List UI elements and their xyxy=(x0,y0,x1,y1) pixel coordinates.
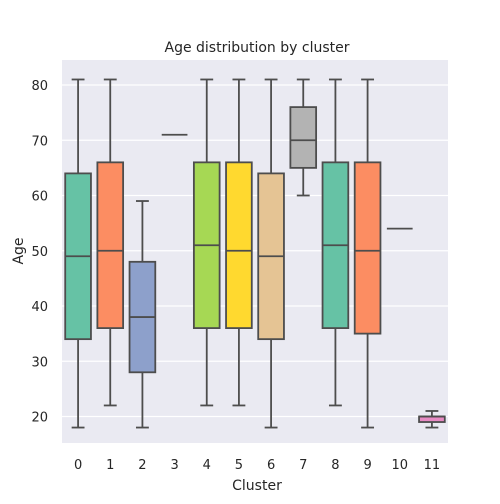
box-cluster-9 xyxy=(353,78,382,429)
y-tick-label: 20 xyxy=(31,411,48,426)
y-tick-label: 70 xyxy=(31,134,48,149)
x-tick-labels: 0 1 2 3 4 5 6 7 8 9 10 11 xyxy=(74,458,440,473)
box-iqr xyxy=(353,161,382,335)
x-tick-label: 11 xyxy=(424,458,441,473)
chart-title: Age distribution by cluster xyxy=(165,40,350,56)
y-tick-label: 80 xyxy=(31,79,48,94)
x-axis-label: Cluster xyxy=(232,478,282,494)
boxes xyxy=(64,78,446,429)
x-tick-label: 1 xyxy=(106,458,114,473)
box-cluster-2 xyxy=(128,200,157,429)
x-tick-label: 7 xyxy=(299,458,307,473)
y-tick-label: 30 xyxy=(31,355,48,370)
x-tick-label: 8 xyxy=(331,458,339,473)
x-tick-label: 10 xyxy=(391,458,408,473)
y-tick-label: 60 xyxy=(31,190,48,205)
y-tick-labels: 20 30 40 50 60 70 80 xyxy=(31,79,48,426)
plot-background xyxy=(62,60,448,443)
x-tick-label: 2 xyxy=(138,458,146,473)
y-tick-label: 50 xyxy=(31,245,48,260)
x-tick-label: 6 xyxy=(267,458,275,473)
box-cluster-0 xyxy=(64,78,92,429)
box-iqr xyxy=(225,161,253,330)
box-cluster-4 xyxy=(192,78,221,407)
box-cluster-6 xyxy=(257,78,285,429)
box-iqr xyxy=(289,106,318,169)
box-iqr xyxy=(96,161,125,330)
grid xyxy=(62,84,448,418)
y-axis-label: Age xyxy=(11,237,27,264)
box-cluster-1 xyxy=(96,78,125,407)
box-cluster-11 xyxy=(418,410,446,429)
x-tick-label: 5 xyxy=(235,458,243,473)
box-cluster-5 xyxy=(225,78,253,407)
y-tick-label: 40 xyxy=(31,300,48,315)
x-tick-label: 0 xyxy=(74,458,82,473)
x-tick-label: 4 xyxy=(203,458,211,473)
x-tick-label: 9 xyxy=(363,458,371,473)
x-tick-label: 3 xyxy=(170,458,178,473)
box-cluster-7 xyxy=(289,78,318,197)
box-cluster-8 xyxy=(321,78,350,407)
